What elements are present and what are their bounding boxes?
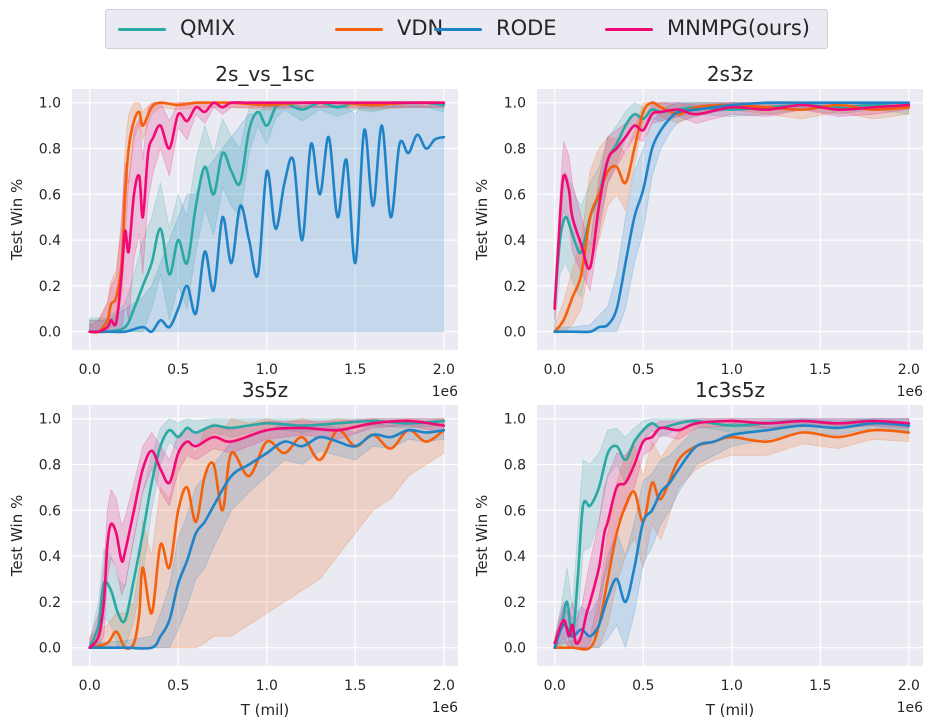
x-tick-label: 1.0 [721, 362, 743, 378]
y-tick-label: 1.0 [504, 96, 526, 112]
series-line-qmix [88, 419, 446, 649]
legend-label-rode: RODE [496, 16, 557, 40]
x-tick-label: 1.5 [809, 678, 831, 694]
x-tick-label: 0.5 [632, 362, 654, 378]
legend-swatch-vdn [335, 28, 383, 31]
x-tick-label: 1.0 [721, 678, 743, 694]
x-tick-label: 0.0 [544, 678, 566, 694]
y-tick-label: 0.4 [504, 549, 526, 565]
panel-3s5z: 0.0 0.5 1.0 1.5 2.0 0.0 0.2 0.4 0.6 0.8 1.0 1e6 3s5z… [8, 378, 458, 719]
x-offset-label: 1e6 [432, 700, 459, 716]
y-tick-label: 0.0 [504, 325, 526, 341]
y-tick-label: 1.0 [39, 412, 61, 428]
y-tick-label: 0.6 [39, 503, 61, 519]
x-offset-label: 1e6 [897, 700, 924, 716]
series-group [88, 418, 446, 650]
plot-area [537, 89, 923, 350]
legend-swatch-qmix [118, 28, 166, 31]
y-tick-label: 0.6 [504, 187, 526, 203]
y-tick-label: 0.6 [39, 187, 61, 203]
y-tick-label: 0.8 [39, 142, 61, 158]
series-group [553, 418, 911, 651]
series-line-rode [553, 421, 911, 649]
legend-swatch-rode [434, 28, 482, 31]
series-line-rode [88, 124, 446, 334]
y-tick-label: 0.8 [39, 458, 61, 474]
legend-swatch-mnmpg [605, 28, 653, 31]
x-tick-label: 1.0 [256, 678, 278, 694]
band-vdn [554, 102, 910, 333]
x-tick-label: 0.5 [167, 678, 189, 694]
panel-2s3z: 0.0 0.5 1.0 1.5 2.0 0.0 0.2 0.4 0.6 0.8 1.0 1e6 2s3z… [473, 62, 923, 400]
panel-title: 2s3z [707, 62, 753, 86]
y-tick-label: 1.0 [39, 96, 61, 112]
panel-title: 1c3s5z [695, 378, 765, 402]
x-tick-label: 0.0 [79, 678, 101, 694]
y-tick-label: 0.4 [504, 233, 526, 249]
panel-1c3s5z: 0.0 0.5 1.0 1.5 2.0 0.0 0.2 0.4 0.6 0.8 1.0 1e6 1c3s… [473, 378, 923, 719]
plot-area [72, 405, 458, 666]
series-line-mnmpg-ours [88, 101, 446, 334]
y-tick-label: 0.2 [39, 595, 61, 611]
band-vdn [89, 102, 445, 333]
x-tick-label: 0.0 [544, 362, 566, 378]
y-tick-label: 0.2 [39, 279, 61, 295]
y-axis-label: Test Win % [8, 179, 26, 262]
band-mnmpg-ours [89, 418, 445, 649]
y-tick-label: 0.2 [504, 279, 526, 295]
y-tick-label: 0.0 [504, 641, 526, 657]
band-mnmpg-ours [89, 102, 445, 333]
y-axis-label: Test Win % [473, 179, 491, 262]
plot-area [537, 405, 923, 666]
y-tick-label: 0.4 [39, 233, 61, 249]
y-axis-label: Test Win % [8, 495, 26, 578]
y-tick-label: 1.0 [504, 412, 526, 428]
x-tick-label: 2.0 [898, 362, 920, 378]
legend-label-mnmpg: MNMPG(ours) [667, 16, 811, 40]
y-tick-label: 0.6 [504, 503, 526, 519]
x-axis-label: T (mil) [705, 701, 755, 719]
band-rode [89, 102, 445, 333]
y-tick-label: 0.4 [39, 549, 61, 565]
y-axis-label: Test Win % [473, 495, 491, 578]
series-group [88, 101, 446, 334]
panel-title: 2s_vs_1sc [215, 62, 315, 86]
series-line-rode [88, 428, 446, 650]
series-line-mnmpg-ours [553, 103, 911, 311]
x-tick-label: 0.5 [632, 678, 654, 694]
y-tick-label: 0.0 [39, 641, 61, 657]
x-tick-label: 0.0 [79, 362, 101, 378]
series-line-rode [553, 101, 911, 334]
band-mnmpg-ours [554, 102, 910, 321]
panel-2s-vs-1sc: 0.0 0.5 1.0 1.5 2.0 0.0 0.2 0.4 0.6 0.8 1.0 1e6 2s_v… [8, 62, 458, 400]
y-tick-label: 0.8 [504, 458, 526, 474]
x-axis-label: T (mil) [240, 701, 290, 719]
legend-label-qmix: QMIX [180, 16, 236, 40]
legend: QMIX VDN RODE MNMPG(ours) [105, 9, 828, 49]
band-qmix [89, 102, 445, 333]
y-tick-label: 0.8 [504, 142, 526, 158]
x-tick-label: 1.5 [344, 362, 366, 378]
x-tick-label: 2.0 [433, 362, 455, 378]
band-rode [89, 420, 445, 649]
series-line-qmix [553, 103, 911, 306]
y-tick-label: 0.0 [39, 325, 61, 341]
series-line-mnmpg-ours [88, 419, 446, 649]
x-offset-label: 1e6 [432, 384, 459, 400]
x-tick-label: 2.0 [433, 678, 455, 694]
panel-title: 3s5z [242, 378, 288, 402]
series-line-mnmpg-ours [553, 419, 911, 645]
series-group [553, 101, 911, 334]
x-tick-label: 1.5 [344, 678, 366, 694]
y-tick-label: 0.2 [504, 595, 526, 611]
x-tick-label: 0.5 [167, 362, 189, 378]
x-offset-label: 1e6 [897, 384, 924, 400]
x-tick-label: 1.0 [256, 362, 278, 378]
x-tick-label: 1.5 [809, 362, 831, 378]
x-tick-label: 2.0 [898, 678, 920, 694]
